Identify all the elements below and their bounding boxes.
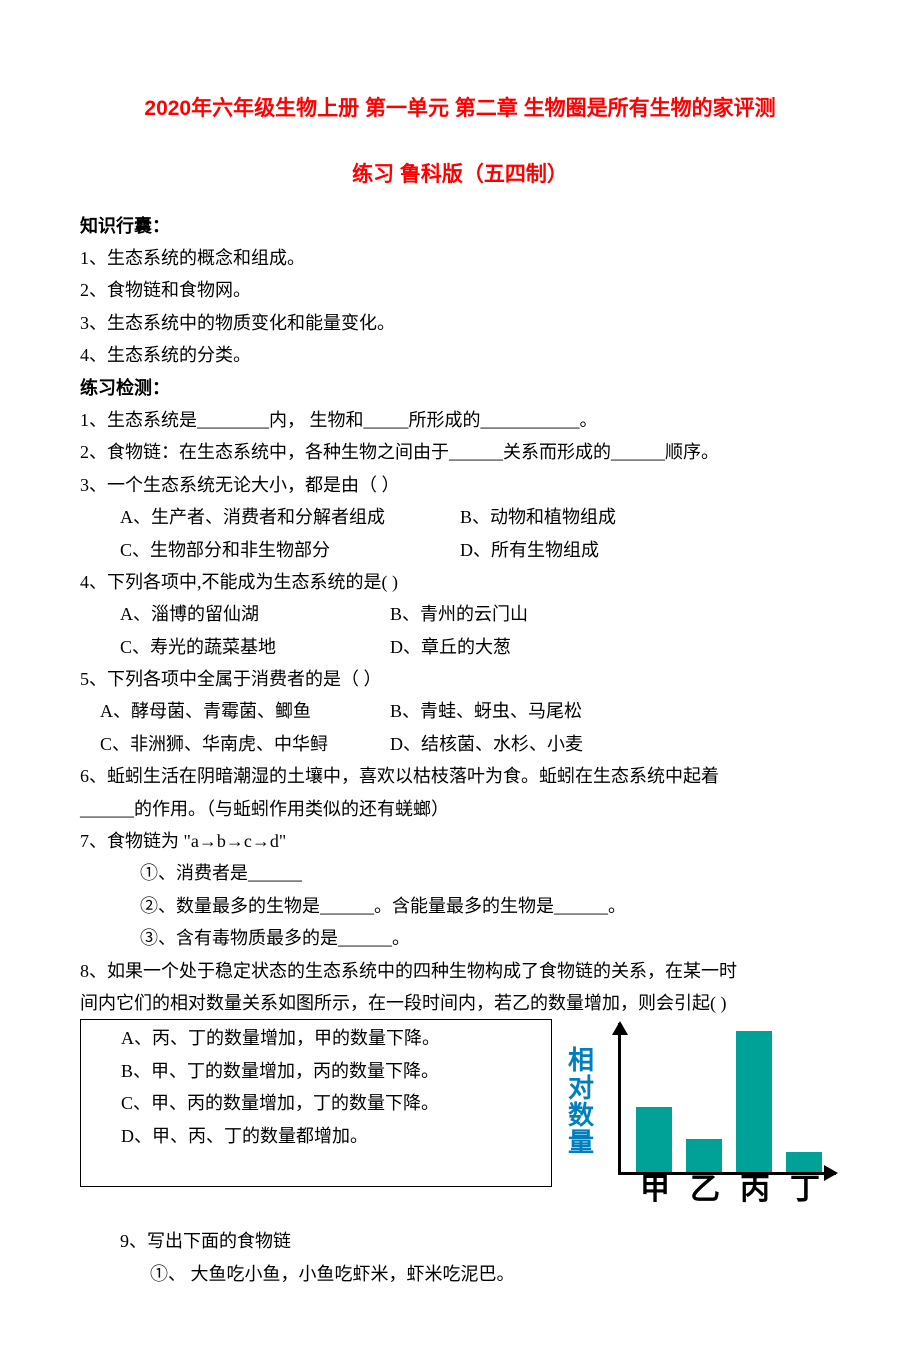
knowledge-item: 3、生态系统中的物质变化和能量变化。	[80, 307, 840, 339]
q3-option-c: C、生物部分和非生物部分	[120, 534, 460, 566]
q2: 2、食物链：在生态系统中，各种生物之间由于______关系而形成的______顺…	[80, 436, 840, 468]
section-knowledge-head: 知识行囊：	[80, 210, 840, 242]
q8-option-c: C、甲、丙的数量增加，丁的数量下降。	[81, 1087, 551, 1119]
knowledge-item: 2、食物链和食物网。	[80, 274, 840, 306]
knowledge-item: 1、生态系统的概念和组成。	[80, 242, 840, 274]
q7-stem: 7、食物链为 "a→b→c→d"	[80, 825, 840, 857]
q5-stem: 5、下列各项中全属于消费者的是（ ）	[80, 663, 840, 695]
q1: 1、生态系统是________内， 生物和_____所形成的__________…	[80, 404, 840, 436]
q5-option-a: A、酵母菌、青霉菌、鲫鱼	[100, 695, 390, 727]
q9-sub1: ①、 大鱼吃小鱼，小鱼吃虾米，虾米吃泥巴。	[80, 1258, 840, 1290]
title-sub: 练习 鲁科版（五四制）	[80, 156, 840, 194]
chart-bar	[736, 1031, 772, 1172]
q4-option-d: D、章丘的大葱	[390, 631, 511, 663]
q8-line1: 8、如果一个处于稳定状态的生态系统中的四种生物构成了食物链的关系，在某一时	[80, 955, 840, 987]
q8-options-box: A、丙、丁的数量增加，甲的数量下降。 B、甲、丁的数量增加，丙的数量下降。 C、…	[80, 1019, 552, 1187]
q4-stem: 4、下列各项中,不能成为生态系统的是( )	[80, 566, 840, 598]
q6-line1: 6、蚯蚓生活在阴暗潮湿的土壤中，喜欢以枯枝落叶为食。蚯蚓在生态系统中起着	[80, 760, 840, 792]
q4-option-b: B、青州的云门山	[390, 598, 528, 630]
q3-stem: 3、一个生态系统无论大小，都是由（ ）	[80, 469, 840, 501]
q7-sub2: ②、数量最多的生物是______。含能量最多的生物是______。	[80, 890, 840, 922]
q5-option-b: B、青蛙、蚜虫、马尾松	[390, 695, 582, 727]
q7-sub3: ③、含有毒物质最多的是______。	[80, 922, 840, 954]
chart-x-labels: 甲乙丙丁	[618, 1163, 836, 1217]
q8-bar-chart: 相对数量 甲乙丙丁	[560, 1019, 840, 1219]
chart-y-label: 相对数量	[566, 1047, 596, 1156]
chart-x-tick-label: 丙	[730, 1163, 780, 1217]
chart-x-tick-label: 甲	[630, 1163, 680, 1217]
q7-sub1: ①、消费者是______	[80, 857, 840, 889]
q4-option-a: A、淄博的留仙湖	[120, 598, 390, 630]
q8-option-d: D、甲、丙、丁的数量都增加。	[81, 1120, 551, 1152]
q3-option-a: A、生产者、消费者和分解者组成	[120, 501, 460, 533]
chart-y-arrow-icon	[612, 1021, 628, 1035]
q8-option-a: A、丙、丁的数量增加，甲的数量下降。	[81, 1022, 551, 1054]
q9-stem: 9、写出下面的食物链	[80, 1225, 840, 1257]
knowledge-item: 4、生态系统的分类。	[80, 339, 840, 371]
chart-x-tick-label: 乙	[680, 1163, 730, 1217]
q8-line2: 间内它们的相对数量关系如图所示，在一段时间内，若乙的数量增加，则会引起( )	[80, 987, 840, 1019]
q5-option-c: C、非洲狮、华南虎、中华鲟	[100, 728, 390, 760]
chart-x-tick-label: 丁	[780, 1163, 830, 1217]
chart-y-axis	[618, 1023, 621, 1175]
q6-line2: ______的作用。（与蚯蚓作用类似的还有蜣螂）	[80, 793, 840, 825]
section-practice-head: 练习检测：	[80, 372, 840, 404]
title-main: 2020年六年级生物上册 第一单元 第二章 生物圈是所有生物的家评测	[80, 90, 840, 128]
q3-option-b: B、动物和植物组成	[460, 501, 616, 533]
q5-option-d: D、结核菌、水杉、小麦	[390, 728, 583, 760]
q8-option-b: B、甲、丁的数量增加，丙的数量下降。	[81, 1055, 551, 1087]
q4-option-c: C、寿光的蔬菜基地	[120, 631, 390, 663]
q3-option-d: D、所有生物组成	[460, 534, 599, 566]
